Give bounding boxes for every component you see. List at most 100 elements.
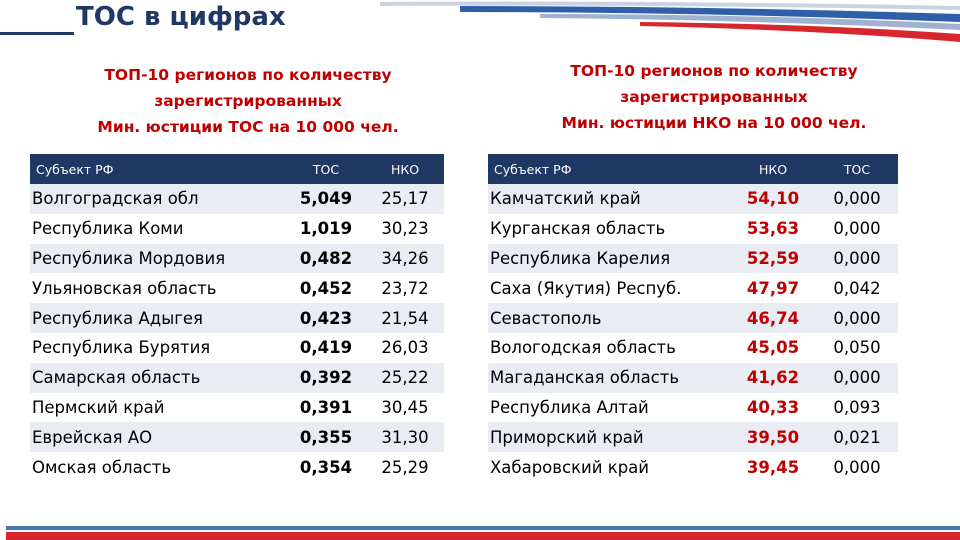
tos-value: 1,019 <box>286 213 366 244</box>
tos-value: 0,050 <box>816 332 898 363</box>
region-name: Магаданская область <box>488 362 730 393</box>
nko-value: 30,23 <box>366 213 444 244</box>
table-row: Хабаровский край 39,45 0,000 <box>488 452 898 482</box>
nko-value: 47,97 <box>730 273 816 304</box>
tos-value: 5,049 <box>286 184 366 214</box>
table-row: Республика Карелия 52,59 0,000 <box>488 243 898 274</box>
tos-value: 0,391 <box>286 392 366 423</box>
tos-value: 0,355 <box>286 422 366 453</box>
table-row: Самарская область 0,392 25,22 <box>30 362 444 393</box>
table-row: Камчатский край 54,10 0,000 <box>488 184 898 214</box>
footer-flag-stripe <box>6 526 960 540</box>
tos-value: 0,000 <box>816 362 898 393</box>
table-row: Республика Коми 1,019 30,23 <box>30 213 444 244</box>
region-name: Самарская область <box>30 362 286 393</box>
region-name: Волгоградская обл <box>30 184 286 214</box>
region-name: Еврейская АО <box>30 422 286 453</box>
column-header-nko: НКО <box>730 154 816 184</box>
column-header-tos: ТОС <box>286 154 366 184</box>
nko-value: 53,63 <box>730 213 816 244</box>
tos-value: 0,423 <box>286 303 366 333</box>
left-regions-table: Субъект РФ ТОС НКО Волгоградская обл 5,0… <box>30 154 444 482</box>
table-row: Республика Мордовия 0,482 34,26 <box>30 243 444 274</box>
region-name: Пермский край <box>30 392 286 423</box>
nko-value: 31,30 <box>366 422 444 453</box>
table-row: Республика Алтай 40,33 0,093 <box>488 392 898 423</box>
nko-value: 30,45 <box>366 392 444 423</box>
table-row: Курганская область 53,63 0,000 <box>488 213 898 244</box>
region-name: Республика Карелия <box>488 243 730 274</box>
tos-value: 0,000 <box>816 213 898 244</box>
nko-value: 54,10 <box>730 184 816 214</box>
nko-value: 41,62 <box>730 362 816 393</box>
right-regions-table: Субъект РФ НКО ТОС Камчатский край 54,10… <box>488 154 898 482</box>
tos-value: 0,000 <box>816 243 898 274</box>
tos-value: 0,042 <box>816 273 898 304</box>
nko-value: 25,22 <box>366 362 444 393</box>
tos-value: 0,392 <box>286 362 366 393</box>
flag-ribbon-decoration <box>380 1 960 42</box>
nko-value: 25,29 <box>366 452 444 482</box>
region-name: Республика Адыгея <box>30 303 286 333</box>
tos-value: 0,021 <box>816 422 898 453</box>
region-name: Приморский край <box>488 422 730 453</box>
table-row: Республика Бурятия 0,419 26,03 <box>30 332 444 363</box>
right-heading-line-2: зарегистрированных <box>620 88 808 106</box>
right-table-heading: ТОП-10 регионов по количеству зарегистри… <box>494 58 934 136</box>
column-header-tos: ТОС <box>816 154 898 184</box>
nko-value: 34,26 <box>366 243 444 274</box>
nko-value: 21,54 <box>366 303 444 333</box>
tos-value: 0,482 <box>286 243 366 274</box>
table-row: Пермский край 0,391 30,45 <box>30 392 444 423</box>
nko-value: 25,17 <box>366 184 444 214</box>
table-header-row: Субъект РФ НКО ТОС <box>488 154 898 184</box>
table-row: Республика Адыгея 0,423 21,54 <box>30 303 444 333</box>
nko-value: 39,50 <box>730 422 816 453</box>
region-name: Республика Алтай <box>488 392 730 423</box>
nko-value: 23,72 <box>366 273 444 304</box>
tos-value: 0,419 <box>286 332 366 363</box>
column-header-region: Субъект РФ <box>488 154 730 184</box>
table-row: Севастополь 46,74 0,000 <box>488 303 898 333</box>
region-name: Севастополь <box>488 303 730 333</box>
tos-value: 0,000 <box>816 452 898 482</box>
tos-value: 0,354 <box>286 452 366 482</box>
nko-value: 52,59 <box>730 243 816 274</box>
nko-value: 39,45 <box>730 452 816 482</box>
table-row: Магаданская область 41,62 0,000 <box>488 362 898 393</box>
region-name: Ульяновская область <box>30 273 286 304</box>
region-name: Омская область <box>30 452 286 482</box>
table-row: Еврейская АО 0,355 31,30 <box>30 422 444 453</box>
tos-value: 0,452 <box>286 273 366 304</box>
title-underline <box>0 32 74 35</box>
region-name: Республика Бурятия <box>30 332 286 363</box>
table-header-row: Субъект РФ ТОС НКО <box>30 154 444 184</box>
region-name: Хабаровский край <box>488 452 730 482</box>
page-title: ТОС в цифрах <box>76 2 286 32</box>
nko-value: 46,74 <box>730 303 816 333</box>
region-name: Республика Коми <box>30 213 286 244</box>
region-name: Республика Мордовия <box>30 243 286 274</box>
table-row: Саха (Якутия) Респуб. 47,97 0,042 <box>488 273 898 304</box>
column-header-region: Субъект РФ <box>30 154 286 184</box>
left-heading-line-2: зарегистрированных <box>154 92 342 110</box>
tos-value: 0,000 <box>816 184 898 214</box>
table-row: Ульяновская область 0,452 23,72 <box>30 273 444 304</box>
column-header-nko: НКО <box>366 154 444 184</box>
nko-value: 40,33 <box>730 392 816 423</box>
tos-value: 0,000 <box>816 303 898 333</box>
nko-value: 45,05 <box>730 332 816 363</box>
right-heading-line-3: Мин. юстиции НКО на 10 000 чел. <box>561 114 867 132</box>
table-row: Волгоградская обл 5,049 25,17 <box>30 184 444 214</box>
left-table-heading: ТОП-10 регионов по количеству зарегистри… <box>34 62 462 140</box>
region-name: Камчатский край <box>488 184 730 214</box>
region-name: Саха (Якутия) Респуб. <box>488 273 730 304</box>
region-name: Вологодская область <box>488 332 730 363</box>
region-name: Курганская область <box>488 213 730 244</box>
left-heading-line-1: ТОП-10 регионов по количеству <box>104 66 392 84</box>
table-row: Омская область 0,354 25,29 <box>30 452 444 482</box>
table-row: Приморский край 39,50 0,021 <box>488 422 898 453</box>
table-row: Вологодская область 45,05 0,050 <box>488 332 898 363</box>
left-heading-line-3: Мин. юстиции ТОС на 10 000 чел. <box>97 118 399 136</box>
right-heading-line-1: ТОП-10 регионов по количеству <box>570 62 858 80</box>
